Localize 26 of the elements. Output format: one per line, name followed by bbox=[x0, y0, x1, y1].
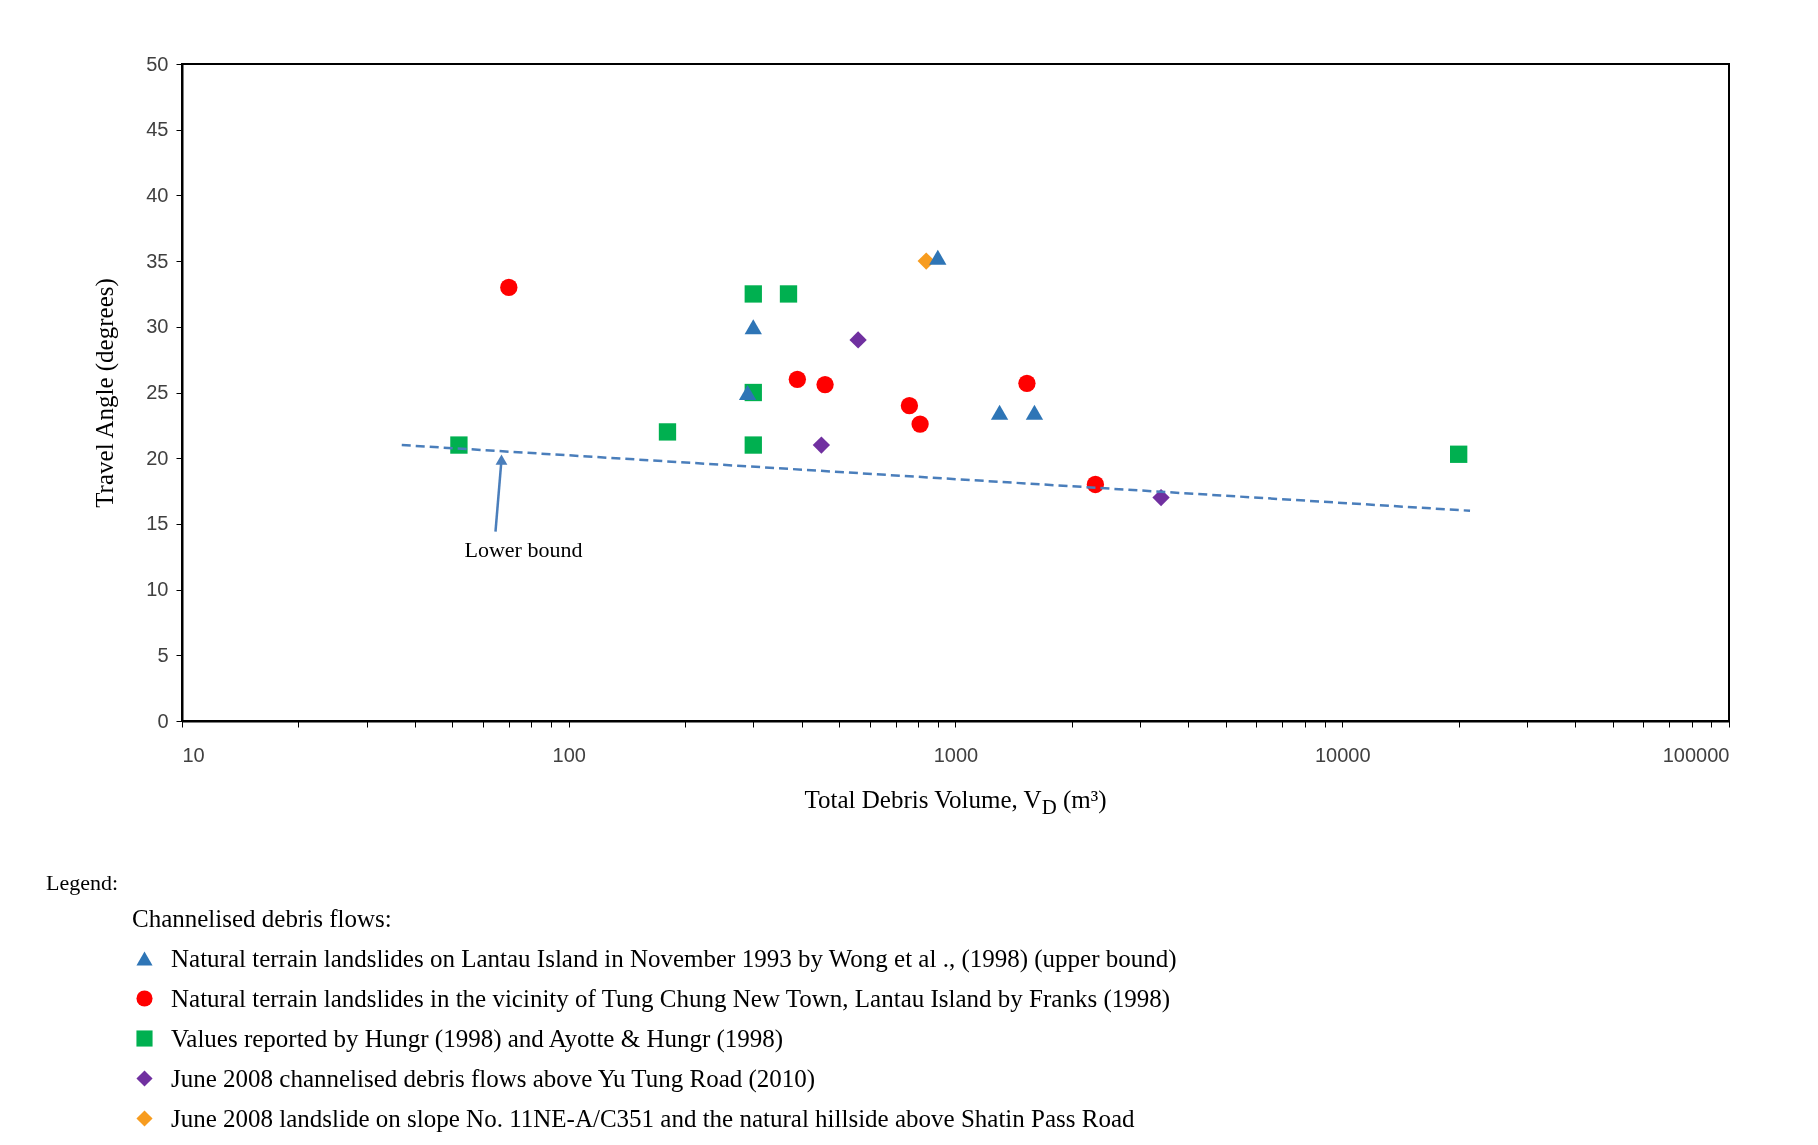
legend-label: Natural terrain landslides in the vicinity of Tung Chung New Town, Lantau Island by Franks (1998) bbox=[171, 984, 1171, 1013]
legend-title: Channelised debris flows: bbox=[132, 905, 392, 932]
y-tick-label: 35 bbox=[146, 249, 169, 272]
legend-label: June 2008 landslide on slope No. 11NE-A/C351 and the natural hillside above Shatin Pass Road bbox=[171, 1104, 1136, 1132]
annotation: Lower bound bbox=[464, 536, 583, 562]
text: Legend: bbox=[46, 870, 119, 895]
legend-label: Values reported by Hungr (1998) and Ayotte & Hungr (1998) bbox=[171, 1024, 784, 1053]
y-tick-label: 20 bbox=[146, 446, 169, 469]
y-tick-label: 50 bbox=[146, 52, 169, 75]
y-tick-label: 40 bbox=[146, 183, 169, 206]
y-tick-label: 5 bbox=[157, 643, 169, 666]
x-tick-label: 100000 bbox=[1662, 743, 1730, 766]
legend-label: Natural terrain landslides on Lantau Island in November 1993 by Wong et al ., (1998) (upper bound) bbox=[171, 944, 1177, 973]
y-tick-label: 10 bbox=[146, 578, 169, 601]
y-tick-label: 15 bbox=[146, 512, 169, 535]
y-axis-title: Travel Angle (degrees) bbox=[91, 278, 120, 508]
x-tick-label: 1000 bbox=[933, 743, 979, 766]
x-tick-label: 10 bbox=[182, 743, 205, 766]
y-tick-label: 0 bbox=[157, 709, 169, 732]
y-tick-label: 45 bbox=[146, 118, 169, 141]
x-tick-label: 10000 bbox=[1314, 743, 1371, 766]
y-tick-label: 25 bbox=[146, 381, 169, 403]
x-tick-label: 100 bbox=[552, 743, 586, 766]
legend-label: June 2008 channelised debris flows above Yu Tung Road (2010) bbox=[171, 1064, 816, 1093]
y-tick-label: 30 bbox=[146, 315, 169, 338]
x-axis-title: Total Debris Volume, V$_{D}$ (m³) bbox=[803, 786, 1108, 820]
